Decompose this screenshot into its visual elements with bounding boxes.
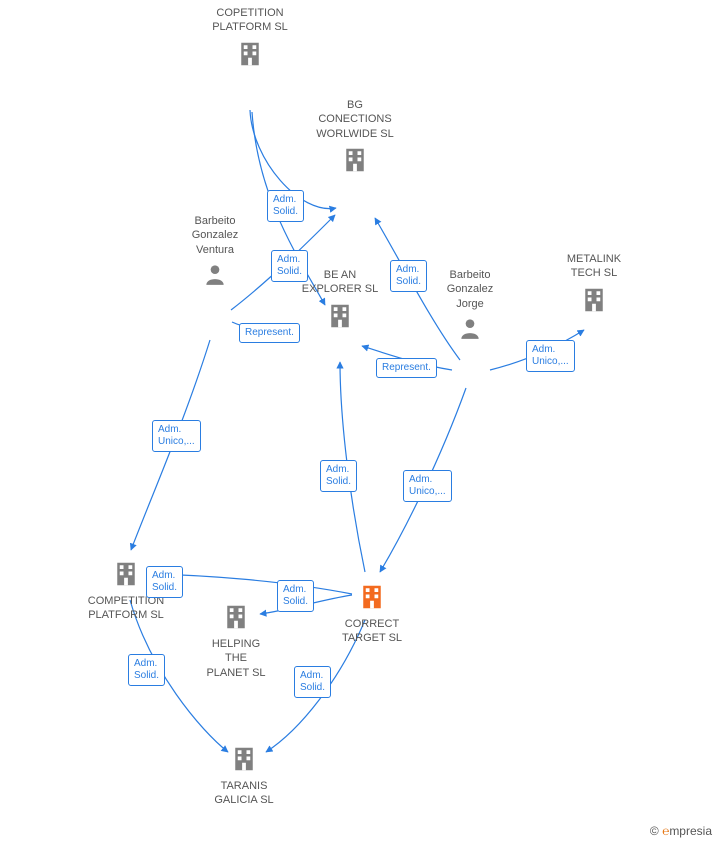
building-icon [229,744,259,779]
edge-label: Adm. Solid. [146,566,183,598]
edge-label: Adm. Solid. [277,580,314,612]
person-icon [457,315,483,346]
node-label: METALINK TECH SL [544,252,644,281]
edge-label: Adm. Solid. [271,250,308,282]
edge-label: Adm. Unico,... [526,340,575,372]
node-label: COMPETITION PLATFORM SL [76,594,176,623]
person-icon [202,261,228,292]
node-label: HELPING THE PLANET SL [186,637,286,680]
node-metalink: METALINK TECH SL [544,252,644,320]
edge-label: Adm. Unico,... [152,420,201,452]
building-icon [340,145,370,180]
building-icon [111,559,141,594]
node-label: Barbeito Gonzalez Jorge [420,268,520,311]
copyright-symbol: © [650,824,659,838]
node-copetition: COPETITION PLATFORM SL [200,6,300,74]
node-ventura: Barbeito Gonzalez Ventura [165,214,265,292]
node-correct_target: CORRECT TARGET SL [322,578,422,646]
building-icon [325,301,355,336]
edge-label: Adm. Solid. [390,260,427,292]
edge-label: Adm. Solid. [267,190,304,222]
building-icon [579,285,609,320]
footer-credit: © ℮mpresia [650,824,712,838]
building-icon [357,582,387,617]
node-helping: HELPING THE PLANET SL [186,598,286,680]
edge-label: Adm. Solid. [320,460,357,492]
node-label: TARANIS GALICIA SL [194,779,294,808]
node-taranis: TARANIS GALICIA SL [194,740,294,808]
node-label: CORRECT TARGET SL [322,617,422,646]
brand-name: mpresia [669,824,712,838]
node-jorge: Barbeito Gonzalez Jorge [420,268,520,346]
edge-label: Adm. Unico,... [403,470,452,502]
node-label: Barbeito Gonzalez Ventura [165,214,265,257]
edge-label: Adm. Solid. [128,654,165,686]
node-bg_conections: BG CONECTIONS WORLWIDE SL [305,98,405,180]
edge-label: Adm. Solid. [294,666,331,698]
node-label: COPETITION PLATFORM SL [200,6,300,35]
edge-label: Represent. [376,358,437,378]
node-label: BG CONECTIONS WORLWIDE SL [305,98,405,141]
edge-label: Represent. [239,323,300,343]
building-icon [235,39,265,74]
building-icon [221,602,251,637]
